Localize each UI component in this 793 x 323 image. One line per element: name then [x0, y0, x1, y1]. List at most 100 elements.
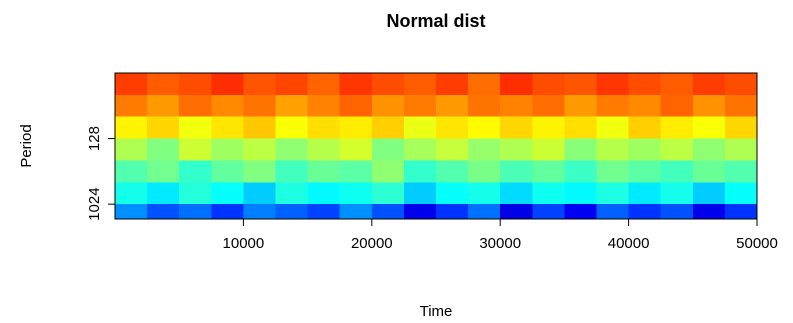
x-tick-label: 10000	[223, 235, 265, 252]
heatmap-cell	[243, 94, 276, 118]
heatmap-cell	[275, 73, 309, 96]
x-tick-label: 30000	[479, 235, 521, 252]
heatmap-cell	[596, 73, 630, 96]
heatmap-cell	[371, 138, 405, 161]
heatmap-cell	[564, 116, 597, 140]
heatmap-cell	[339, 182, 373, 205]
heatmap-cell	[307, 138, 341, 161]
heatmap-cell	[147, 138, 180, 161]
heatmap-cell	[243, 116, 276, 140]
heatmap-cell	[692, 138, 726, 161]
chart-title: Normal dist	[386, 11, 485, 31]
heatmap-cell	[211, 138, 244, 161]
heatmap-cell	[628, 182, 662, 205]
heatmap-cell	[147, 116, 180, 140]
heatmap-cell	[500, 204, 533, 220]
heatmap-cell	[596, 116, 630, 140]
heatmap-cell	[115, 204, 148, 220]
heatmap-cell	[275, 182, 309, 205]
heatmap-cell	[371, 73, 405, 96]
heatmap-cell	[403, 204, 437, 220]
heatmap-cell	[339, 204, 373, 220]
heatmap-cell	[436, 138, 469, 161]
heatmap-cell	[436, 116, 469, 140]
heatmap-cell	[660, 182, 694, 205]
heatmap-cell	[628, 138, 662, 161]
heatmap-cell	[660, 160, 694, 183]
heatmap-cell	[692, 160, 726, 183]
heatmap-cell	[371, 204, 405, 220]
heatmap-cell	[468, 73, 501, 96]
y-tick-label: 128	[86, 126, 103, 151]
heatmap-cell	[179, 160, 212, 183]
heatmap-cell	[628, 204, 662, 220]
heatmap-cell	[403, 182, 437, 205]
heatmap-cell	[660, 94, 694, 118]
heatmap-cell	[468, 160, 501, 183]
heatmap-cell	[371, 116, 405, 140]
heatmap-cell	[371, 160, 405, 183]
heatmap-cell	[115, 116, 148, 140]
heatmap-cell	[307, 94, 341, 118]
heatmap-cell	[628, 116, 662, 140]
heatmap-cell	[468, 94, 501, 118]
heatmap-cell	[564, 182, 597, 205]
heatmap-cell	[115, 73, 148, 96]
heatmap-cell	[596, 138, 630, 161]
heatmap-cell	[307, 116, 341, 140]
heatmap-cell	[596, 182, 630, 205]
heatmap-cell	[403, 116, 437, 140]
heatmap-cell	[724, 116, 758, 140]
heatmap-cell	[724, 94, 758, 118]
heatmap-cell	[179, 94, 212, 118]
heatmap-cell	[692, 73, 726, 96]
heatmap-cell	[660, 73, 694, 96]
heatmap-cell	[596, 204, 630, 220]
heatmap-cell	[339, 138, 373, 161]
heatmap-cell	[436, 182, 469, 205]
heatmap-cell	[692, 182, 726, 205]
heatmap-cell	[243, 160, 276, 183]
x-tick-label: 50000	[736, 235, 778, 252]
heatmap-cell	[564, 204, 597, 220]
heatmap-cell	[403, 94, 437, 118]
heatmap-cell	[275, 160, 309, 183]
heatmap-cell	[307, 160, 341, 183]
heatmap-cell	[339, 160, 373, 183]
heatmap-cell	[436, 73, 469, 96]
heatmap-cell	[275, 138, 309, 161]
heatmap-cell	[115, 160, 148, 183]
x-axis-label: Time	[420, 303, 453, 320]
y-axis-label: Period	[18, 124, 35, 167]
heatmap-cell	[339, 94, 373, 118]
heatmap-cell	[500, 182, 533, 205]
heatmap-cell	[724, 182, 758, 205]
heatmap-cell	[403, 73, 437, 96]
x-tick-label: 20000	[351, 235, 393, 252]
heatmap-cell	[211, 160, 244, 183]
heatmap-cell	[500, 73, 533, 96]
heatmap-cell	[436, 160, 469, 183]
heatmap-cell	[532, 116, 565, 140]
heatmap-cell	[179, 204, 212, 220]
heatmap-cell	[275, 116, 309, 140]
heatmap-cell	[147, 94, 180, 118]
heatmap-cell	[243, 138, 276, 161]
heatmap-cell	[500, 138, 533, 161]
heatmap-cell	[147, 182, 180, 205]
heatmap-cell	[243, 182, 276, 205]
heatmap-cell	[724, 73, 758, 96]
heatmap-cell	[692, 116, 726, 140]
heatmap-cell	[724, 138, 758, 161]
heatmap-cell	[692, 94, 726, 118]
heatmap-cell	[532, 138, 565, 161]
heatmap	[115, 73, 758, 220]
heatmap-cell	[147, 73, 180, 96]
heatmap-cell	[211, 73, 244, 96]
heatmap-cell	[403, 160, 437, 183]
heatmap-cell	[692, 204, 726, 220]
heatmap-cell	[468, 182, 501, 205]
heatmap-cell	[724, 204, 758, 220]
heatmap-cell	[660, 116, 694, 140]
